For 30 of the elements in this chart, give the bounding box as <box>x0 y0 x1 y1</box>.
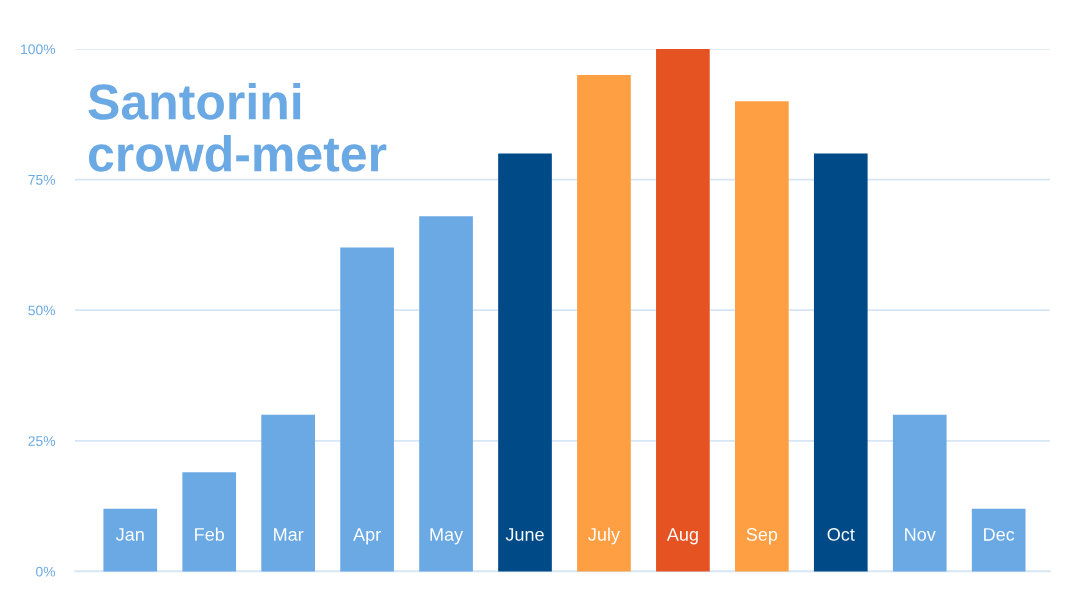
x-tick-label: Jan <box>115 528 144 541</box>
bar <box>261 414 315 572</box>
bar <box>340 247 394 572</box>
x-tick-label: Sep <box>746 528 778 545</box>
x-tick-label: May <box>430 528 464 545</box>
x-tick-label: June <box>505 528 544 541</box>
bar <box>103 508 158 572</box>
bar <box>419 216 473 572</box>
x-tick-label: July <box>588 527 620 545</box>
bar <box>182 472 237 572</box>
bar <box>577 75 631 572</box>
x-tick-label: Oct <box>827 528 855 541</box>
bar <box>735 101 789 572</box>
bar <box>498 153 552 572</box>
bar <box>971 508 1026 572</box>
x-tick-label: Feb <box>195 527 225 541</box>
x-tick-label: Nov <box>905 528 936 541</box>
y-tick-label: 50% <box>28 305 56 316</box>
y-tick-label: 75% <box>28 174 56 185</box>
bar <box>656 49 710 572</box>
y-tick-label: 100% <box>21 44 56 55</box>
y-tick-label: 0% <box>36 566 56 577</box>
bar <box>892 414 947 572</box>
x-tick-label: Aug <box>666 528 698 545</box>
x-tick-label: Apr <box>353 528 381 545</box>
x-tick-label: Dec <box>984 528 1015 541</box>
y-tick-label: 25% <box>28 436 56 446</box>
x-tick-label: Mar <box>274 528 304 541</box>
text: Santorini crowd-meter <box>88 83 387 172</box>
bar <box>813 153 868 572</box>
